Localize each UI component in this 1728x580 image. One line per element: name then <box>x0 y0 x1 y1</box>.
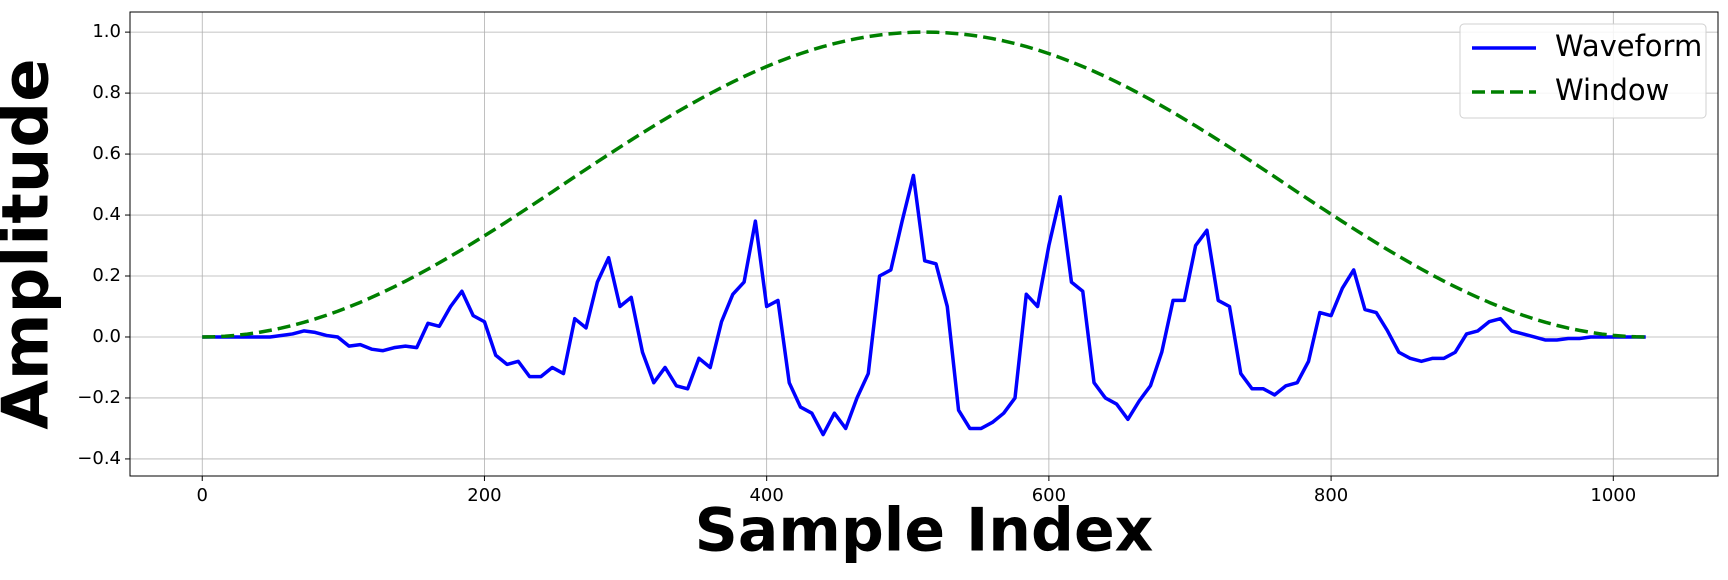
x-tick-label: 600 <box>1032 485 1066 506</box>
x-tick-label: 200 <box>467 485 501 506</box>
x-tick-label: 400 <box>749 485 783 506</box>
y-tick-label: −0.2 <box>77 387 121 408</box>
y-tick-label: 0.2 <box>92 265 121 286</box>
x-axis-label: Sample Index <box>695 496 1154 566</box>
legend: Waveform Window <box>1459 23 1707 119</box>
legend-label: Waveform <box>1555 29 1702 63</box>
x-tick-label: 800 <box>1314 485 1348 506</box>
y-tick-label: 1.0 <box>92 21 121 42</box>
x-tick-label: 1000 <box>1590 485 1636 506</box>
y-tick-label: 0.0 <box>92 326 121 347</box>
plot-frame <box>129 11 1719 477</box>
y-axis-label: Amplitude <box>0 58 64 429</box>
y-tick-label: −0.4 <box>77 448 121 469</box>
x-tick-label: 0 <box>197 485 208 506</box>
line-series <box>202 173 1646 437</box>
y-tick-label: 0.8 <box>92 82 121 103</box>
legend-label: Window <box>1555 73 1669 107</box>
y-tick-label: 0.6 <box>92 143 121 164</box>
y-tick-label: 0.4 <box>92 204 121 225</box>
line-series <box>202 30 1646 339</box>
